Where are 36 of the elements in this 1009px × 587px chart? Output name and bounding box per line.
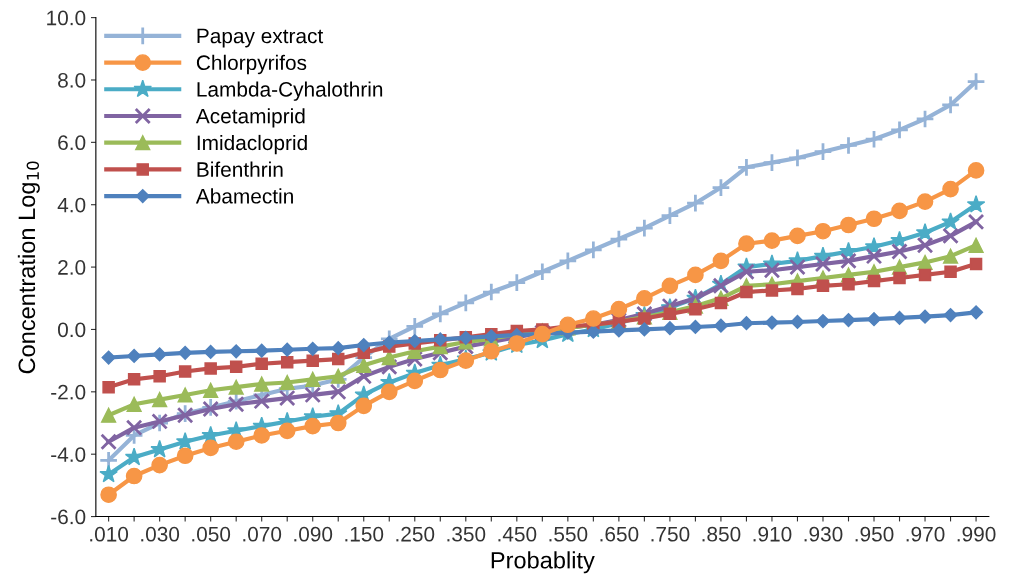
x-tick-label: .910 [753, 526, 792, 542]
y-axis-title: Concentration Log$_{10}$ [17, 161, 40, 374]
y-tick-label: -4.0 [51, 447, 86, 462]
x-tick-label: .350 [447, 526, 486, 542]
x-tick-label: .450 [498, 526, 537, 542]
y-tick-label: 8.0 [58, 72, 86, 88]
legend-label: Imidacloprid [197, 134, 307, 155]
x-tick-label: .030 [141, 526, 180, 542]
x-tick-label: .950 [855, 526, 894, 542]
x-tick-label: .970 [906, 526, 945, 542]
y-tick-label: -6.0 [51, 509, 86, 525]
legend-label: Lambda-Cyhalothrin [197, 81, 383, 101]
x-tick-label: .150 [345, 526, 384, 542]
x-tick-label: .550 [549, 526, 588, 542]
legend-label: Bifenthrin [197, 161, 283, 177]
legend-label: Acetamiprid [195, 108, 305, 128]
y-tick-label: 4.0 [57, 197, 86, 213]
y-tick-label: 6.0 [58, 135, 86, 151]
legend-label: Papay extract [197, 28, 324, 48]
x-axis-title: Probablity [491, 551, 595, 574]
x-tick-label: .850 [702, 526, 741, 542]
x-tick-label: .010 [90, 526, 129, 542]
x-tick-label: .750 [651, 526, 690, 542]
x-tick-label: .990 [957, 526, 996, 542]
legend-label: Chlorpyrifos [196, 54, 307, 75]
x-tick-label: .070 [243, 526, 282, 542]
legend-label: Abamectin [195, 188, 293, 204]
y-tick-label: 10.0 [47, 10, 86, 26]
y-tick-label: 0.0 [57, 322, 86, 338]
x-tick-label: .050 [192, 526, 231, 542]
y-tick-label: 2.0 [58, 260, 86, 275]
x-tick-label: .250 [396, 526, 435, 542]
x-tick-label: .650 [600, 526, 639, 542]
x-tick-label: .090 [294, 526, 333, 542]
x-tick-label: .930 [804, 526, 843, 542]
y-tick-label: -2.0 [51, 384, 86, 400]
